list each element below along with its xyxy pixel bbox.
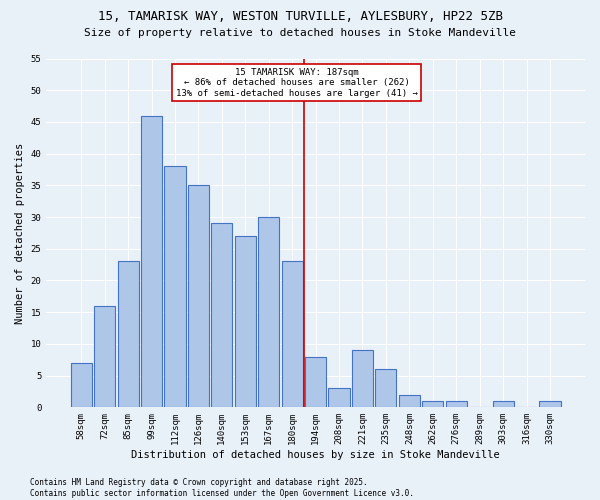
Bar	[94, 306, 115, 408]
X-axis label: Distribution of detached houses by size in Stoke Mandeville: Distribution of detached houses by size …	[131, 450, 500, 460]
Bar	[539, 401, 560, 407]
Text: 15 TAMARISK WAY: 187sqm
← 86% of detached houses are smaller (262)
13% of semi-d: 15 TAMARISK WAY: 187sqm ← 86% of detache…	[176, 68, 418, 98]
Bar	[446, 401, 467, 407]
Bar	[164, 166, 185, 408]
Bar	[281, 262, 302, 408]
Bar	[211, 224, 232, 408]
Bar	[235, 236, 256, 408]
Bar	[71, 363, 92, 408]
Text: 15, TAMARISK WAY, WESTON TURVILLE, AYLESBURY, HP22 5ZB: 15, TAMARISK WAY, WESTON TURVILLE, AYLES…	[97, 10, 503, 23]
Bar	[376, 370, 397, 408]
Bar	[352, 350, 373, 408]
Bar	[258, 217, 279, 408]
Bar	[188, 186, 209, 408]
Bar	[118, 262, 139, 408]
Bar	[328, 388, 350, 407]
Bar	[305, 356, 326, 408]
Bar	[422, 401, 443, 407]
Text: Contains HM Land Registry data © Crown copyright and database right 2025.
Contai: Contains HM Land Registry data © Crown c…	[30, 478, 414, 498]
Bar	[493, 401, 514, 407]
Bar	[141, 116, 162, 408]
Text: Size of property relative to detached houses in Stoke Mandeville: Size of property relative to detached ho…	[84, 28, 516, 38]
Y-axis label: Number of detached properties: Number of detached properties	[15, 142, 25, 324]
Bar	[399, 394, 420, 407]
